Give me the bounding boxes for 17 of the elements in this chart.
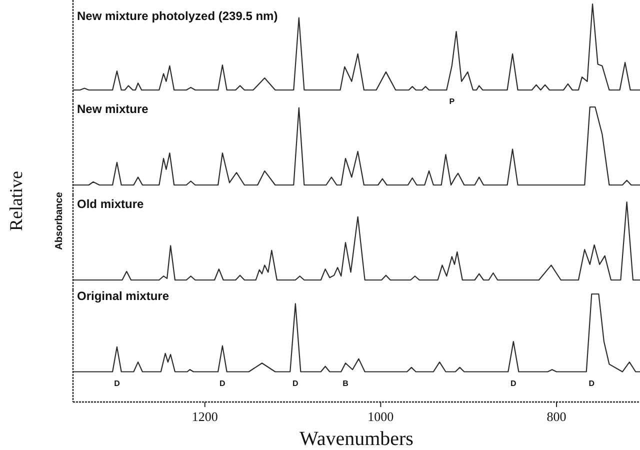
chart-title: Original mixture [77,289,170,303]
annotation: D [220,378,226,388]
chart-title: Old mixture [77,197,144,211]
text: Relative [6,171,26,231]
annotation: B [342,378,349,388]
y-axis-title: Absorbance [54,192,65,250]
chart-title: New mixture photolyzed (239.5 nm) [77,9,278,23]
annotation: D [588,378,595,388]
x-tick-label: 1200 [192,409,218,424]
x-tick-label: 1000 [368,409,394,424]
chart-title: New mixture [77,102,149,116]
annotation: D [114,378,120,388]
x-axis-title: Wavenumbers [300,428,414,450]
annotation: P [449,97,456,106]
x-tick-label: 800 [546,409,566,424]
annotation: D [510,378,517,388]
annotation: D [292,378,299,388]
